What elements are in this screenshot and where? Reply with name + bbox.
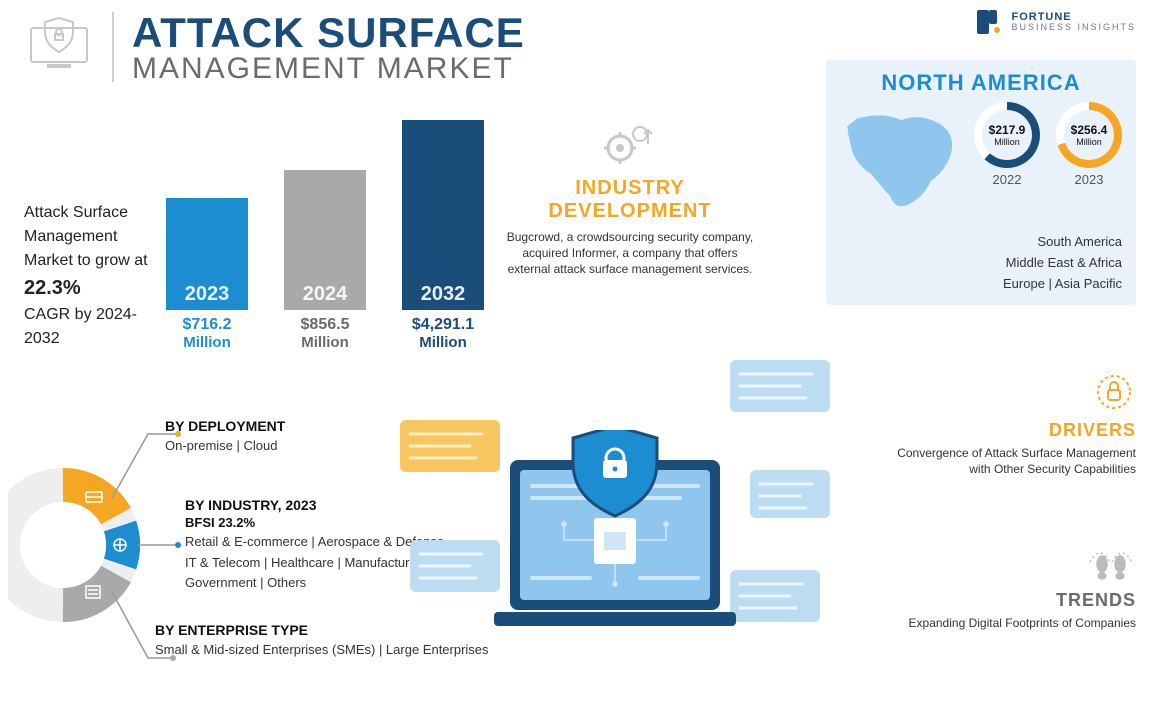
brand-logo: FORTUNE BUSINESS INSIGHTS — [975, 8, 1136, 36]
security-illustration — [400, 360, 820, 680]
bar-2024: 2024$856.5Million — [280, 170, 370, 351]
bar-2023: 2023$716.2Million — [162, 198, 252, 351]
lock-gear-icon — [896, 370, 1136, 414]
floating-card-2 — [750, 470, 830, 518]
na-ring-2023: $256.4Million2023 — [1056, 102, 1122, 222]
drivers-desc: Convergence of Attack Surface Management… — [896, 445, 1136, 477]
footprints-icon — [896, 540, 1136, 584]
industry-dev-desc: Bugcrowd, a crowdsourcing security compa… — [500, 229, 760, 278]
trends-title: TRENDS — [896, 590, 1136, 611]
segmentation-donut — [8, 400, 178, 690]
growth-summary: Attack Surface Management Market to grow… — [24, 201, 154, 351]
trends-desc: Expanding Digital Footprints of Companie… — [896, 615, 1136, 631]
brand-mark-icon — [975, 8, 1003, 36]
floating-card-0 — [400, 420, 500, 472]
market-bar-chart: 2023$716.2Million 2024$856.5Million 2032$4… — [162, 120, 488, 351]
industry-dev-title: INDUSTRYDEVELOPMENT — [500, 177, 760, 223]
bar-2032: 2032$4,291.1Million — [398, 120, 488, 351]
north-america-map-icon — [840, 102, 962, 222]
na-title: NORTH AMERICA — [840, 70, 1122, 96]
na-ring-2022: $217.9Million2022 — [974, 102, 1040, 222]
floating-card-3 — [410, 540, 500, 592]
gear-arrow-icon — [500, 120, 760, 173]
page-title-line1: ATTACK SURFACE — [132, 12, 525, 54]
brand-sub: BUSINESS INSIGHTS — [1011, 23, 1136, 33]
floating-card-1 — [730, 360, 830, 412]
other-regions-list: South AmericaMiddle East & AfricaEurope … — [840, 232, 1122, 294]
north-america-card: NORTH AMERICA $217.9Million2022$256.4Mil… — [826, 60, 1136, 305]
page-title-line2: MANAGEMENT MARKET — [132, 54, 525, 84]
drivers-title: DRIVERS — [896, 420, 1136, 441]
shield-monitor-icon — [24, 12, 94, 72]
floating-card-4 — [730, 570, 820, 622]
divider — [112, 12, 114, 82]
